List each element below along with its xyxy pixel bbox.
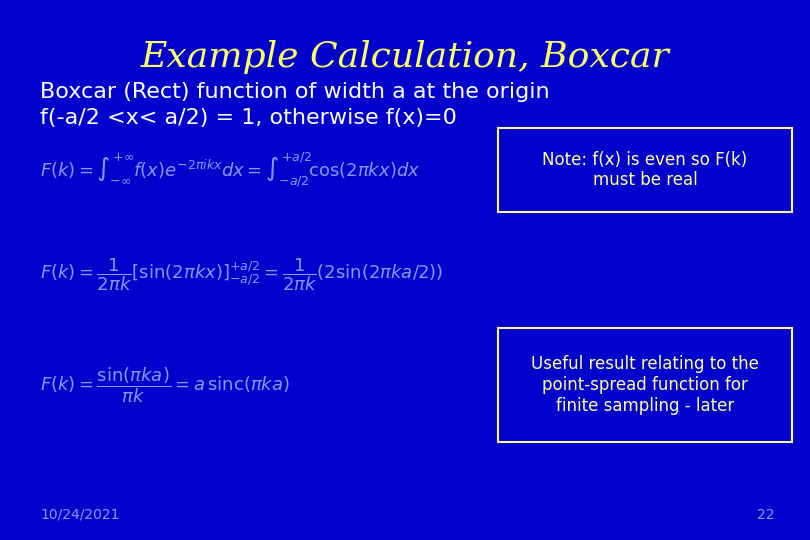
Text: $F(k) = \dfrac{\sin(\pi ka)}{\pi k} = a\,\mathrm{sinc}(\pi ka)$: $F(k) = \dfrac{\sin(\pi ka)}{\pi k} = a\… [40, 365, 290, 405]
Text: Useful result relating to the
point-spread function for
finite sampling - later: Useful result relating to the point-spre… [531, 355, 759, 415]
FancyBboxPatch shape [498, 328, 792, 442]
Text: Note: f(x) is even so F(k)
must be real: Note: f(x) is even so F(k) must be real [543, 151, 748, 190]
Text: f(-a/2 <x< a/2) = 1, otherwise f(x)=0: f(-a/2 <x< a/2) = 1, otherwise f(x)=0 [40, 108, 457, 128]
Text: $F(k) = \int_{-\infty}^{+\infty} f(x)e^{-2\pi ikx}dx = \int_{-a/2}^{+a/2} \!\cos: $F(k) = \int_{-\infty}^{+\infty} f(x)e^{… [40, 151, 420, 190]
Text: 10/24/2021: 10/24/2021 [40, 508, 120, 522]
Text: 22: 22 [757, 508, 775, 522]
FancyBboxPatch shape [498, 128, 792, 212]
Text: $F(k) = \dfrac{1}{2\pi k}\left[\sin(2\pi kx)\right]_{-a/2}^{+a/2} = \dfrac{1}{2\: $F(k) = \dfrac{1}{2\pi k}\left[\sin(2\pi… [40, 256, 443, 293]
Text: Boxcar (Rect) function of width a at the origin: Boxcar (Rect) function of width a at the… [40, 82, 550, 102]
Text: Example Calculation, Boxcar: Example Calculation, Boxcar [141, 40, 669, 74]
